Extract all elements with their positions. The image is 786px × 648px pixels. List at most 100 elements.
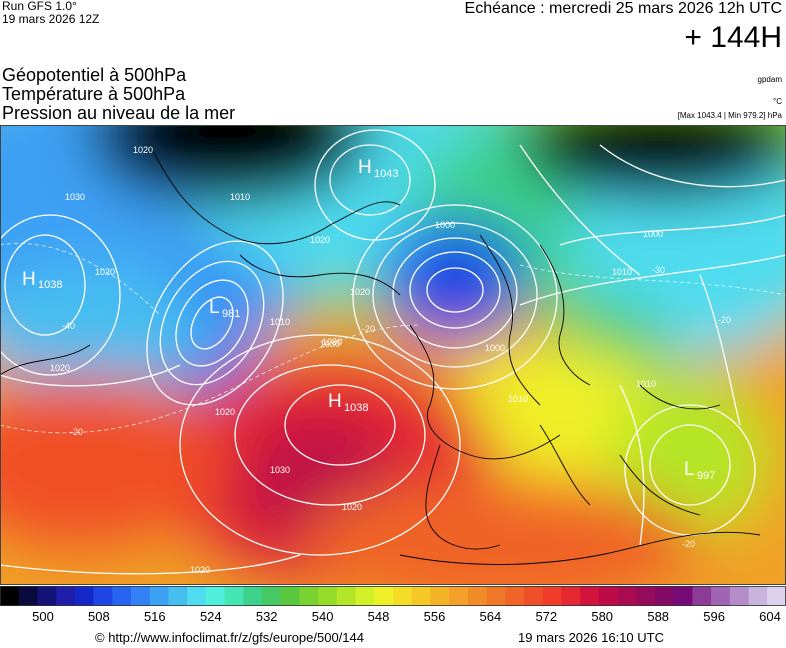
colorbar-cell — [467, 586, 488, 606]
colorbar-cell — [205, 586, 226, 606]
colorbar-cell — [37, 586, 57, 606]
temperature-label: -40 — [62, 321, 75, 331]
geopotential-field — [0, 125, 786, 585]
isobar-label: 1020 — [95, 267, 115, 277]
colorbar-tick-label: 556 — [423, 609, 446, 624]
isobar-label: 1020 — [215, 407, 235, 417]
temperature-labels: -40 -30 -20 -20 -20 -20 — [62, 265, 731, 549]
temperature-label: -20 — [718, 315, 731, 325]
colorbar-cell — [655, 586, 675, 606]
temperature-label: -20 — [362, 324, 375, 334]
isobar-label: 1030 — [322, 337, 342, 347]
pressure-center-h3-value: 1038 — [344, 402, 368, 414]
colorbar-cell — [336, 586, 357, 606]
temperature-label: -20 — [70, 427, 83, 437]
isobar-label: 1000 — [485, 343, 505, 353]
forecast-map: H 1043 H 1038 L 981 H 1038 L 997 1020 10… — [0, 125, 786, 585]
colorbar-tick-label: 580 — [591, 609, 614, 624]
param-pressure: Pression au niveau de la mer — [2, 103, 236, 123]
colorbar-cell — [673, 586, 694, 606]
pressure-center-h2: H — [22, 269, 36, 290]
isobar-label: 1010 — [508, 394, 528, 404]
pressure-center-h2-value: 1038 — [38, 279, 62, 291]
colorbar-cell — [224, 586, 244, 606]
isobar-label: 1000 — [643, 229, 663, 239]
pressure-center-h3: H — [328, 391, 342, 412]
colorbar-tick-label: 564 — [479, 609, 502, 624]
isobar-label: 1020 — [350, 287, 370, 297]
colorbar-cell — [430, 586, 450, 606]
colorbar-cell — [318, 586, 338, 606]
colorbar-cell — [243, 586, 263, 606]
isobar-label: 1020 — [133, 145, 153, 155]
colorbar-cell — [711, 586, 731, 606]
colorbar-tick-label: 516 — [143, 609, 166, 624]
pressure-center-h1-value: 1043 — [374, 168, 398, 180]
isobar-label: 1030 — [65, 192, 85, 202]
pressure-center-l2: L — [684, 459, 695, 480]
unit-temperature: °C — [773, 97, 782, 106]
coastlines — [0, 144, 761, 565]
colorbar-tick-label: 596 — [703, 609, 725, 624]
colorbar-cell — [280, 586, 301, 606]
forecast-offset: + 144H — [684, 21, 782, 54]
colorbar-cell — [767, 586, 786, 606]
colorbar-cell — [374, 586, 394, 606]
run-init-label: 19 mars 2026 12Z — [2, 12, 100, 26]
generated-date: 19 mars 2026 16:10 UTC — [518, 630, 664, 645]
colorbar-cell — [598, 586, 619, 606]
colorbar-cell — [168, 586, 188, 606]
param-temperature: Température à 500hPa — [2, 84, 186, 104]
isobar-label: 1010 — [230, 192, 250, 202]
colorbar-cell — [542, 586, 563, 606]
colorbar-cell — [112, 586, 132, 606]
colorbar-cell — [524, 586, 544, 606]
colorbar-cell — [692, 586, 712, 606]
pressure-center-l2-value: 997 — [697, 470, 715, 482]
pressure-center-h1: H — [358, 157, 372, 178]
isobar-label: 1010 — [612, 267, 632, 277]
isobar-label: 1020 — [190, 565, 210, 575]
pressure-range: [Max 1043.4 | Min 979.2] hPa — [677, 111, 782, 120]
pressure-center-l1: L — [209, 297, 220, 318]
colorbar-tick-label: 572 — [535, 609, 558, 624]
colorbar-cell — [449, 586, 469, 606]
isobar-label: 1020 — [50, 363, 70, 373]
colorbar-cell — [580, 586, 600, 606]
run-label: Run GFS 1.0° — [2, 0, 77, 13]
colorbar — [0, 586, 786, 606]
colorbar-tick-label: 548 — [367, 609, 390, 624]
colorbar-ticks: 500 508 516 524 532 540 548 556 564 572 580 588 596 6… — [0, 609, 786, 627]
isobar-label: 1030 — [320, 339, 340, 349]
colorbar-cell — [355, 586, 375, 606]
isobar-label: 1020 — [310, 235, 330, 245]
forecast-time: Echéance : mercredi 25 mars 2026 12h UTC — [464, 0, 782, 17]
isobar-label: 1020 — [342, 502, 362, 512]
colorbar-tick-label: 500 — [32, 609, 54, 624]
colorbar-tick-label: 524 — [199, 609, 222, 624]
isobar-label: 1010 — [636, 379, 656, 389]
colorbar-tick-label: 508 — [88, 609, 110, 624]
isobar-label: 1000 — [435, 220, 455, 230]
pressure-centers: H 1043 H 1038 L 981 H 1038 L 997 — [22, 157, 715, 482]
colorbar-cell — [149, 586, 170, 606]
colorbar-cell — [131, 586, 151, 606]
colorbar-cell — [187, 586, 207, 606]
colorbar-cell — [393, 586, 413, 606]
temperature-label: -30 — [652, 265, 665, 275]
colorbar-cell — [636, 586, 656, 606]
colorbar-cell — [486, 586, 506, 606]
temperature-label: -20 — [682, 539, 695, 549]
colorbar-cell — [93, 586, 113, 606]
temperature-isotherms — [0, 243, 786, 434]
copyright: © http://www.infoclimat.fr/z/gfs/europe/… — [95, 630, 364, 645]
colorbar-tick-label: 532 — [255, 609, 278, 624]
colorbar-tick-label: 540 — [311, 609, 334, 624]
colorbar-cell — [748, 586, 768, 606]
colorbar-cell — [505, 586, 525, 606]
unit-geopotential: gpdam — [757, 75, 782, 84]
colorbar-cell — [617, 586, 637, 606]
colorbar-cell — [74, 586, 95, 606]
colorbar-cell — [262, 586, 282, 606]
colorbar-cell — [0, 586, 20, 606]
